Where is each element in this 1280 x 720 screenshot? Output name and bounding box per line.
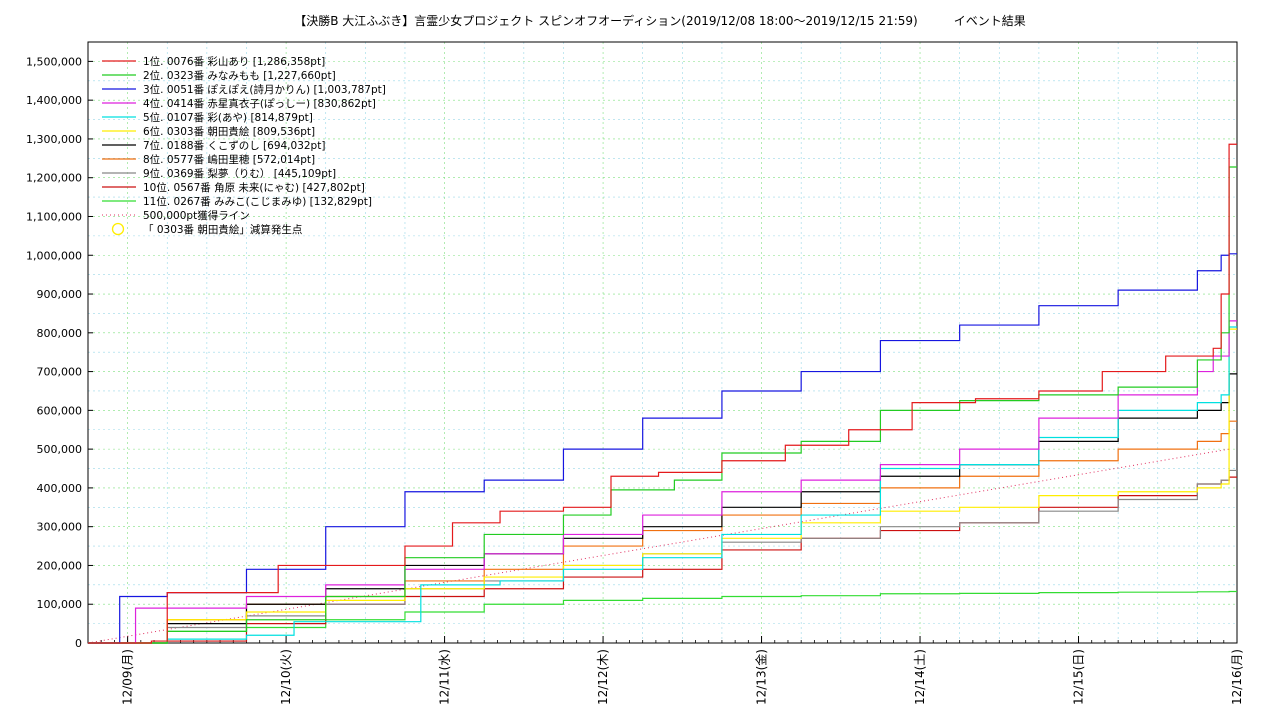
legend-label: 500,000pt獲得ライン bbox=[143, 209, 250, 222]
x-tick-label: 12/16(月) bbox=[1230, 649, 1244, 705]
legend-marker bbox=[111, 222, 125, 236]
y-tick-label: 500,000 bbox=[37, 443, 83, 456]
legend-label: 「 0303番 朝田貴絵」減算発生点 bbox=[143, 223, 302, 236]
x-tick-label: 12/11(水) bbox=[438, 649, 452, 705]
y-axis: 0 100,000 200,000 300,000 400,000 500,000 600,… bbox=[26, 55, 93, 650]
y-tick-label: 1,100,000 bbox=[26, 210, 82, 223]
x-tick-label: 12/09(月) bbox=[121, 649, 135, 705]
y-tick-label: 700,000 bbox=[37, 366, 83, 379]
legend-label: 2位. 0323番 みなみもも [1,227,660pt] bbox=[143, 69, 336, 82]
legend-label: 11位. 0267番 みみこ(こじまみゆ) [132,829pt] bbox=[143, 195, 372, 208]
y-tick-label: 100,000 bbox=[37, 598, 83, 611]
y-tick-label: 1,500,000 bbox=[26, 55, 82, 68]
series-line bbox=[88, 373, 1237, 644]
y-tick-label: 1,200,000 bbox=[26, 172, 82, 185]
series-line bbox=[88, 420, 1237, 644]
y-tick-label: 1,000,000 bbox=[26, 249, 82, 262]
reference-line-layer bbox=[87, 448, 1230, 644]
series-layer bbox=[88, 143, 1237, 644]
legend-label: 10位. 0567番 角原 未来(にゃむ) [427,802pt] bbox=[143, 181, 365, 194]
y-tick-label: 0 bbox=[75, 637, 82, 650]
series-line bbox=[88, 476, 1237, 644]
x-tick-label: 12/12(木) bbox=[596, 649, 610, 705]
series-line bbox=[88, 590, 1237, 644]
legend-label: 5位. 0107番 彩(あや) [814,879pt] bbox=[143, 111, 313, 124]
legend-label: 6位. 0303番 朝田貴絵 [809,536pt] bbox=[143, 125, 315, 138]
plot-frame bbox=[87, 41, 1238, 644]
x-tick-label: 12/15(日) bbox=[1072, 649, 1086, 705]
legend-label: 3位. 0051番 ぽえぽえ(詩月かりん) [1,003,787pt] bbox=[143, 83, 386, 96]
legend-label: 8位. 0577番 嶋田里穂 [572,014pt] bbox=[143, 153, 315, 166]
y-tick-label: 300,000 bbox=[37, 521, 83, 534]
series-line bbox=[88, 143, 1237, 644]
series-line bbox=[88, 320, 1237, 644]
y-tick-label: 200,000 bbox=[37, 559, 83, 572]
legend-label: 7位. 0188番 くこずのし [694,032pt] bbox=[143, 139, 325, 152]
x-tick-label: 12/14(土) bbox=[913, 649, 927, 705]
series-line bbox=[88, 469, 1237, 644]
legend: 1位. 0076番 彩山あり [1,286,358pt]2位. 0323番 みな… bbox=[102, 55, 386, 236]
reference-line bbox=[87, 448, 1230, 644]
y-tick-label: 800,000 bbox=[37, 327, 83, 340]
x-tick-label: 12/13(金) bbox=[754, 649, 769, 705]
x-tick-label: 12/10(火) bbox=[279, 649, 293, 705]
series-line bbox=[88, 326, 1237, 644]
legend-label: 1位. 0076番 彩山あり [1,286,358pt] bbox=[143, 55, 325, 68]
y-tick-label: 1,400,000 bbox=[26, 94, 82, 107]
y-tick-label: 1,300,000 bbox=[26, 133, 82, 146]
y-tick-label: 600,000 bbox=[37, 404, 83, 417]
chart-title: 【決勝B 大江ふぶき】言霊少女プロジェクト スピンオフオーディション(2019/… bbox=[294, 13, 1026, 28]
series-line bbox=[88, 253, 1237, 644]
x-axis: 12/09(月) 12/10(火) 12/11(水) 12/12(木) 12/13(金)… bbox=[87, 636, 1244, 705]
legend-label: 4位. 0414番 赤星真衣子(ぽっしー) [830,862pt] bbox=[143, 97, 376, 110]
series-line bbox=[88, 166, 1237, 644]
legend-label: 9位. 0369番 梨夢（りむ） [445,109pt] bbox=[143, 167, 336, 180]
y-tick-label: 900,000 bbox=[37, 288, 83, 301]
y-tick-label: 400,000 bbox=[37, 482, 83, 495]
